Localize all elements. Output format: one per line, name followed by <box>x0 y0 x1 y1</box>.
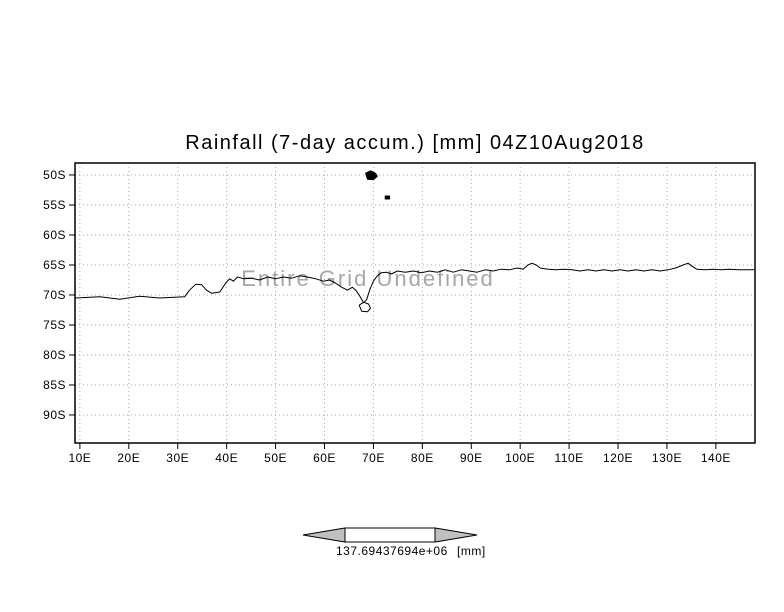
x-tick-label: 60E <box>313 451 336 465</box>
colorbar-left-arrow <box>302 527 346 543</box>
x-tick-label: 70E <box>362 451 385 465</box>
colorbar-value-label: 137.69437694e+06 <box>336 544 448 558</box>
undefined-grid-annotation: Entire Grid Undefined <box>241 266 495 291</box>
y-tick-label: 75S <box>43 318 66 332</box>
x-tick-label: 40E <box>215 451 238 465</box>
colorbar-right-arrow <box>434 527 478 543</box>
x-tick-label: 110E <box>555 451 584 465</box>
y-tick-label: 85S <box>43 378 66 392</box>
chart-title: Rainfall (7-day accum.) [mm] 04Z10Aug201… <box>185 132 645 154</box>
x-tick-label: 10E <box>68 451 91 465</box>
x-tick-label: 20E <box>117 451 140 465</box>
coastline-path <box>358 301 371 313</box>
x-tick-label: 30E <box>166 451 189 465</box>
colorbar-units-label: [mm] <box>457 544 486 558</box>
y-tick-label: 80S <box>43 348 66 362</box>
x-tick-label: 130E <box>652 451 682 465</box>
y-tick-label: 90S <box>43 408 66 422</box>
x-tick-label: 90E <box>460 451 483 465</box>
y-tick-label: 60S <box>43 228 66 242</box>
x-tick-label: 100E <box>505 451 535 465</box>
x-tick-label: 50E <box>264 451 287 465</box>
plot-border <box>74 162 756 444</box>
y-tick-label: 55S <box>43 198 66 212</box>
x-tick-label: 80E <box>411 451 434 465</box>
y-tick-label: 65S <box>43 258 66 272</box>
y-tick-label: 50S <box>43 168 66 182</box>
coastline-path <box>74 262 754 304</box>
y-tick-label: 70S <box>43 288 66 302</box>
coastline-path <box>384 195 391 200</box>
coastline-path <box>365 170 378 181</box>
x-tick-label: 120E <box>603 451 633 465</box>
colorbar-bar <box>344 527 436 543</box>
x-tick-label: 140E <box>701 451 731 465</box>
